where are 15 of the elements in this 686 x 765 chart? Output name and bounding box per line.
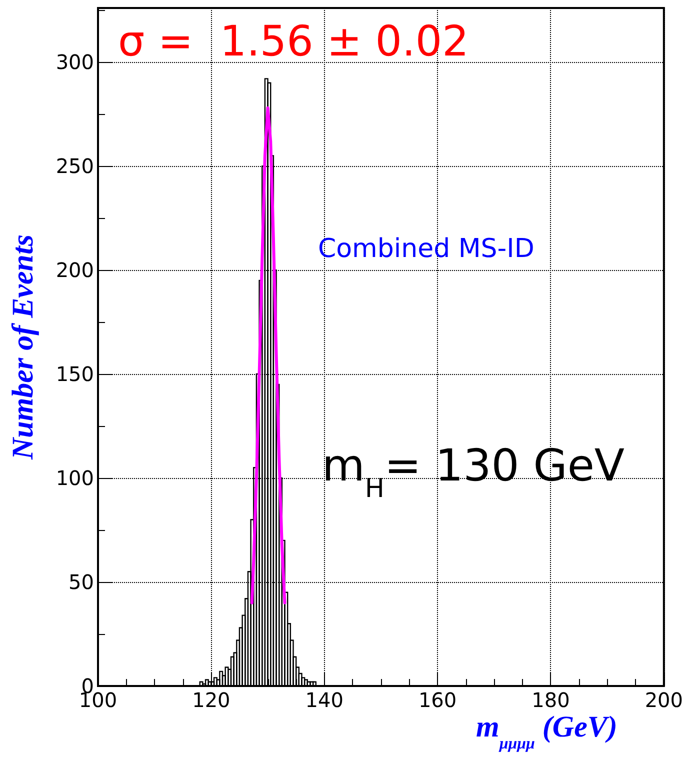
y-tick-label: 250 (56, 154, 94, 178)
x-tick-label: 140 (305, 688, 344, 712)
y-tick-label: 300 (56, 50, 94, 74)
x-tick-label: 160 (418, 688, 457, 712)
y-axis-title: Number of Events (6, 234, 40, 460)
x-tick-label: 200 (644, 688, 684, 712)
x-tick-label: 180 (532, 688, 570, 712)
y-tick-label: 50 (68, 570, 94, 594)
y-tick-label: 100 (56, 466, 94, 490)
x-tick-label: 120 (192, 688, 230, 712)
line-series (250, 106, 286, 604)
y-tick-label: 200 (56, 258, 94, 282)
annotation: Combined MS-ID (318, 234, 534, 264)
y-tick-label: 150 (56, 362, 94, 386)
annotation: σ = 1.56 ± 0.02 (118, 16, 469, 66)
